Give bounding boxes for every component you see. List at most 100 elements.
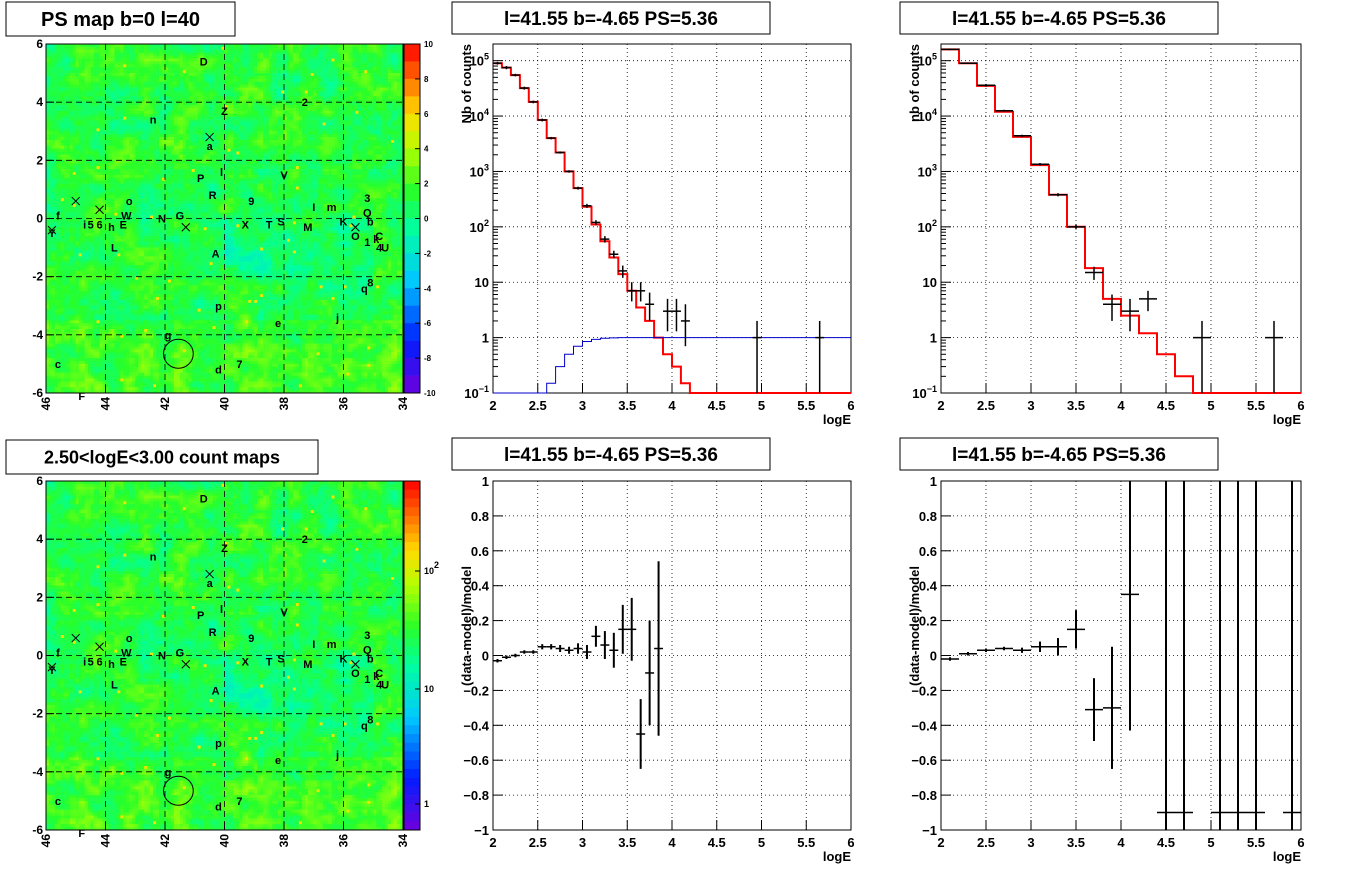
ps-map-cell [236,93,239,96]
ps-map-cell [290,67,293,70]
ps-map-cell [346,120,349,123]
ps-map-cell [70,146,73,149]
ps-map-cell [204,123,207,126]
ps-map-cell [344,76,347,79]
ps-map-cell [397,111,400,114]
ps-map-cell [355,105,358,108]
ps-map-cell [216,59,219,62]
ps-map-cell [364,56,367,59]
ps-map-cell [153,47,156,50]
ps-map-cell [111,53,114,56]
ps-map-cell [257,131,260,134]
ps-map-cell [320,102,323,105]
ps-map-cell [367,67,370,70]
ps-map-cell [233,96,236,99]
ps-map-cell [135,131,138,134]
ps-map-cell [219,85,222,88]
ps-map-cell [55,149,58,152]
ps-map-cell [290,149,293,152]
ps-map-cell [88,82,91,85]
ps-map-cell [144,50,147,53]
ps-map-cell [49,114,52,117]
ps-map-cell [302,88,305,91]
ps-map-cell [138,61,141,64]
ps-map-cell [198,120,201,123]
ps-map-cell [299,134,302,137]
ps-map-cell [245,59,248,62]
ps-map-cell [361,53,364,56]
ps-map-cell [251,131,254,134]
ps-map-cell [189,149,192,152]
ps-map-cell [153,61,156,64]
ps-map-cell [106,131,109,134]
ps-map-cell [64,85,67,88]
ps-map-cell [147,93,150,96]
ps-map-cell [108,105,111,108]
ps-map-cell [132,85,135,88]
ps-map-cell [58,56,61,59]
ps-map-cell [141,61,144,64]
ps-map-cell [332,111,335,114]
ps-map-cell [144,108,147,111]
ps-map-cell [317,82,320,85]
ps-map-cell [144,123,147,126]
ps-map-cell [385,152,388,155]
ps-map-cell [326,105,329,108]
ps-map-cell [58,93,61,96]
ps-map-cell [248,105,251,108]
ps-map-cell [82,91,85,94]
ps-map-cell [344,61,347,64]
ps-map-cell [207,128,210,131]
ps-map-cell [52,96,55,99]
ps-map-cell [123,82,126,85]
ps-map-cell [70,102,73,105]
ps-map-cell [144,85,147,88]
ps-map-cell [242,155,245,158]
ps-map-cell [242,82,245,85]
ps-map-cell [287,108,290,111]
ps-map-cell [379,111,382,114]
ps-map-cell [233,79,236,82]
ps-map-cell [248,108,251,111]
ps-map-cell [254,152,257,155]
ps-map-cell [165,50,168,53]
ps-map-cell [85,143,88,146]
ps-map-cell [308,47,311,50]
ps-map-cell [103,131,106,134]
ps-map-cell [233,108,236,111]
ps-map-cell [79,137,82,140]
ps-map-cell [349,160,352,163]
ps-map-cell [302,125,305,128]
ps-map-cell [100,59,103,62]
ps-map-cell [379,143,382,146]
ps-map-cell [355,47,358,50]
ps-map-cell [49,146,52,149]
ps-map-cell [305,111,308,114]
ps-map-cell [248,47,251,50]
ps-map-cell [361,160,364,163]
ps-map-cell [114,155,117,158]
ps-map-cell [88,102,91,105]
ps-map-cell [85,137,88,140]
ps-map-cell [254,114,257,117]
ps-map-cell [382,152,385,155]
ps-map-cell [293,155,296,158]
ps-map-cell [317,56,320,59]
ps-map-cell [379,91,382,94]
ps-map-cell [213,146,216,149]
ps-map-cell [355,70,358,73]
ps-map-cell [346,125,349,128]
ps-map-cell [210,56,213,59]
ps-map-cell [296,123,299,126]
ps-map-cell [358,117,361,120]
ps-map-cell [174,53,177,56]
ps-map-cell [192,67,195,70]
ps-map-cell [129,137,132,140]
ps-map-cell [52,134,55,137]
ps-map-cell [195,134,198,137]
ps-map-cell [317,70,320,73]
ps-map-cell [159,117,162,120]
ps-map-cell [305,53,308,56]
ps-map-cell [79,73,82,76]
ps-map-cell [275,143,278,146]
